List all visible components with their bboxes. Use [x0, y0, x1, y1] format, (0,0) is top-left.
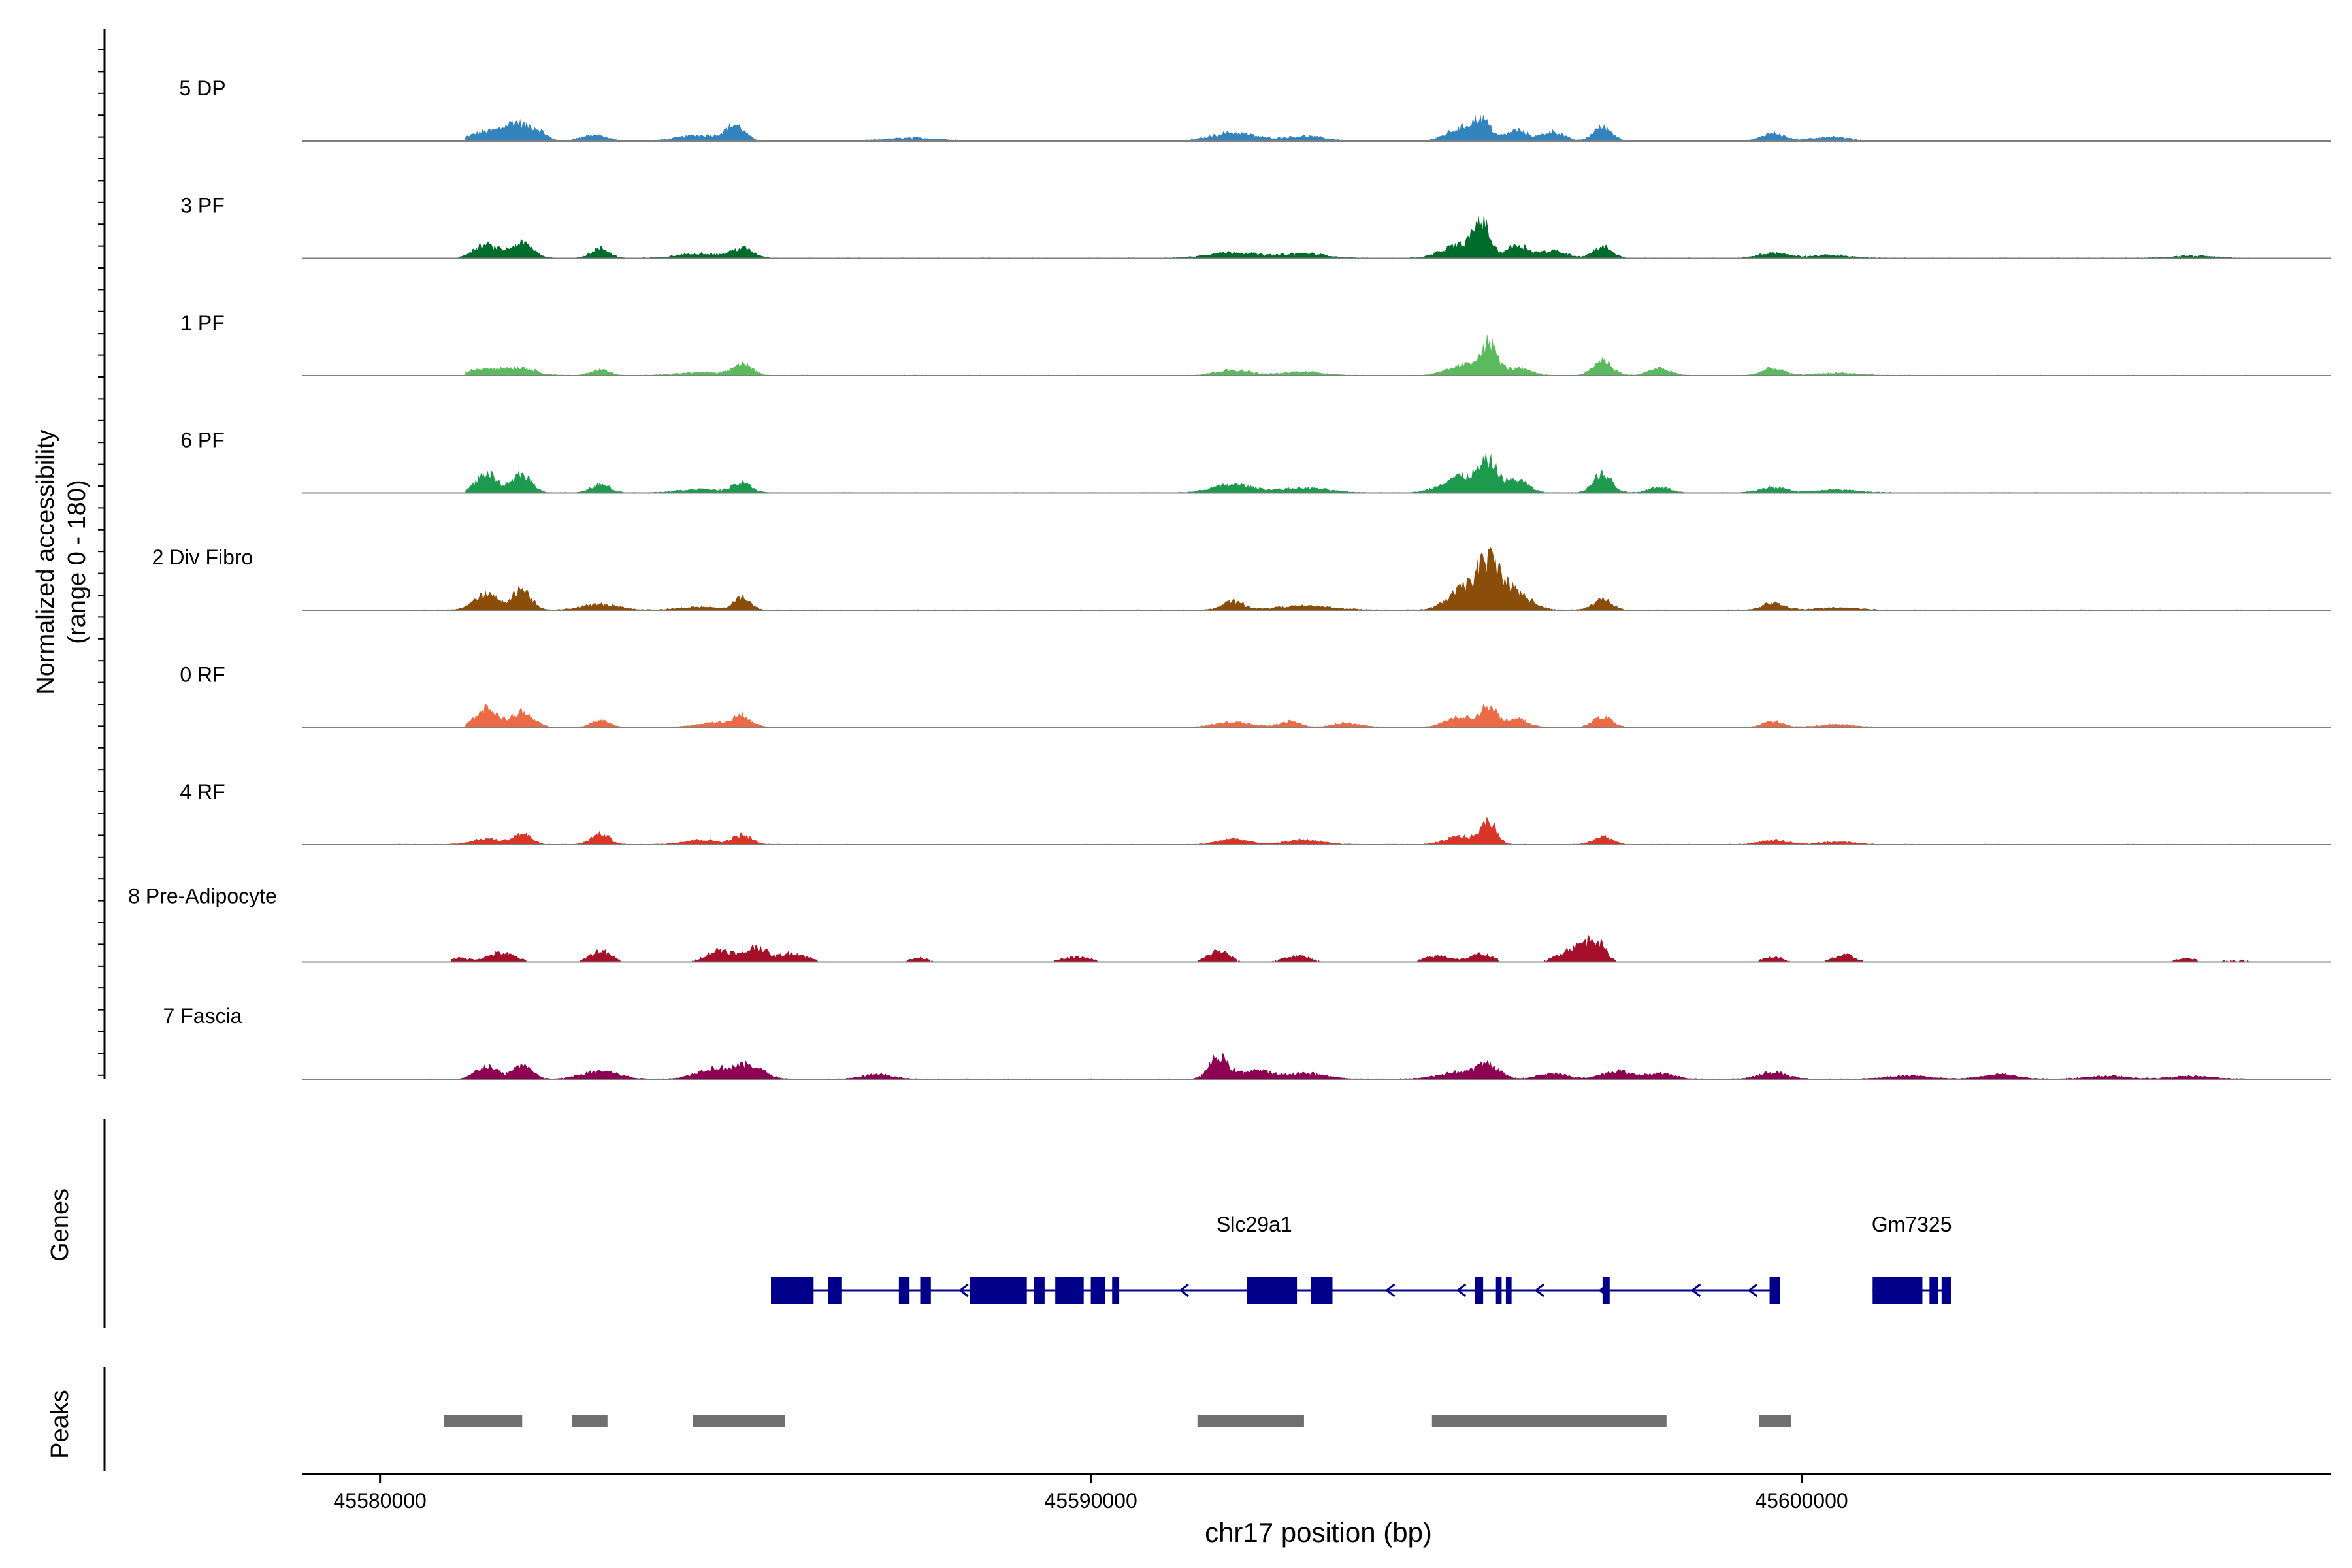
strand-arrow — [1456, 1283, 1467, 1298]
gene-exon — [1505, 1277, 1512, 1304]
peak-region — [444, 1415, 523, 1427]
coverage-area — [465, 452, 2264, 493]
x-tick-label: 45590000 — [1044, 1489, 1137, 1512]
track-4-rf: 4 RF — [180, 780, 2331, 845]
strand-arrow — [1285, 1283, 1296, 1298]
peaks-panel — [444, 1415, 1791, 1427]
strand-arrow — [958, 1283, 969, 1298]
genes-panel: Slc29a1 Gm7325 — [771, 1213, 1952, 1304]
peak-region — [1759, 1415, 1791, 1427]
left-axes — [98, 29, 106, 1471]
track-5-dp: 5 DP — [179, 76, 2331, 142]
track-label: 1 PF — [180, 311, 225, 335]
gene-exon — [1475, 1277, 1484, 1304]
x-axis: 45580000 45590000 45600000 — [302, 1473, 2331, 1512]
x-tick-label: 45580000 — [333, 1489, 426, 1512]
coverage-area — [394, 1053, 2249, 1079]
x-axis-title: chr17 position (bp) — [1205, 1517, 1432, 1548]
gene-exon — [1769, 1277, 1780, 1304]
y-axis-title-line2: (range 0 - 180) — [63, 480, 91, 644]
coverage-area — [465, 703, 2271, 728]
track-8-pre-adipocyte: 8 Pre-Adipocyte — [128, 885, 2331, 963]
track-label: 2 Div Fibro — [152, 546, 253, 569]
track-0-rf: 0 RF — [180, 663, 2331, 728]
gene-exon — [1112, 1277, 1120, 1304]
gene-exon — [898, 1277, 910, 1304]
coverage-area — [394, 547, 2271, 610]
strand-arrow — [1179, 1283, 1189, 1298]
track-label: 7 Fascia — [163, 1004, 242, 1028]
gene-label: Slc29a1 — [1217, 1213, 1292, 1236]
track-3-pf: 3 PF — [180, 194, 2331, 259]
gene-exon — [1602, 1277, 1610, 1304]
gene-exon — [1311, 1277, 1333, 1304]
gene-exon — [771, 1277, 814, 1304]
coverage-area — [465, 333, 2264, 376]
coverage-tracks: 5 DP 3 PF 1 PF 6 PF 2 Div Fibro 0 RF 4 RF 8 Pre… — [128, 76, 2331, 1080]
peaks-panel-title: Peaks — [46, 1390, 74, 1459]
coverage-area — [458, 212, 2264, 259]
gene-exon — [920, 1277, 931, 1304]
track-label: 3 PF — [180, 194, 225, 218]
track-2-div-fibro: 2 Div Fibro — [152, 546, 2331, 611]
track-6-pf: 6 PF — [180, 429, 2331, 494]
strand-arrow — [1747, 1283, 1758, 1298]
strand-arrow — [1598, 1283, 1609, 1298]
track-1-pf: 1 PF — [180, 311, 2331, 376]
coverage-area — [465, 114, 2214, 141]
gene-exon — [1090, 1277, 1105, 1304]
gene-exon — [1034, 1277, 1045, 1304]
strand-arrow — [1385, 1283, 1396, 1298]
track-label: 0 RF — [180, 663, 225, 687]
gene-gm7325: Gm7325 — [1872, 1213, 1952, 1304]
gene-exon — [1055, 1277, 1084, 1304]
gene-exon — [828, 1277, 842, 1304]
peak-region — [1197, 1415, 1304, 1427]
gene-slc29a1: Slc29a1 — [771, 1213, 1780, 1304]
peak-region — [1431, 1415, 1667, 1427]
gene-exon — [1247, 1277, 1298, 1304]
gene-exon — [1929, 1277, 1938, 1304]
track-7-fascia: 7 Fascia — [163, 1004, 2331, 1080]
genes-panel-title: Genes — [46, 1188, 74, 1262]
strand-arrow — [1534, 1283, 1544, 1298]
track-label: 6 PF — [180, 429, 225, 452]
track-label: 5 DP — [179, 76, 225, 100]
track-label: 8 Pre-Adipocyte — [128, 885, 277, 908]
y-axis-title-line1: Normalized accessibility — [32, 429, 59, 694]
peak-region — [693, 1415, 785, 1427]
coverage-area — [451, 934, 2285, 962]
coverage-area — [394, 817, 2271, 845]
gene-label: Gm7325 — [1872, 1213, 1952, 1236]
x-tick-label: 45600000 — [1755, 1489, 1848, 1512]
gene-exon — [970, 1277, 1027, 1304]
peak-region — [572, 1415, 608, 1427]
gene-exon — [1941, 1277, 1951, 1304]
gene-exon — [1872, 1277, 1923, 1304]
gene-exon — [1495, 1277, 1502, 1304]
track-label: 4 RF — [180, 780, 225, 804]
strand-arrow — [1690, 1283, 1701, 1298]
